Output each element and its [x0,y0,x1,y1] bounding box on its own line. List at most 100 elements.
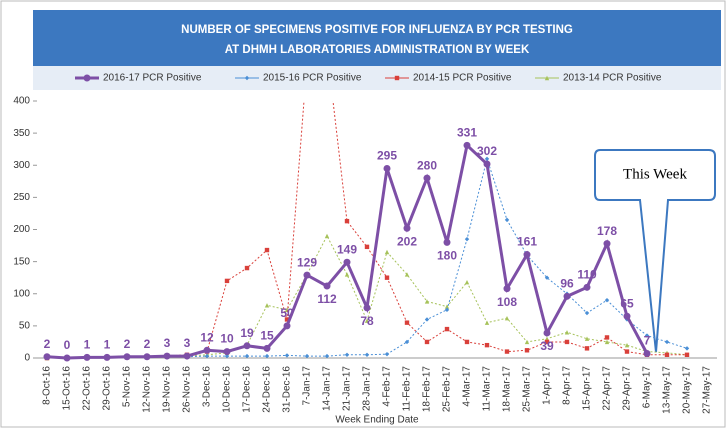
y-tick-label: 0 [24,353,30,364]
point [344,218,350,224]
point [204,353,210,359]
point [364,318,370,323]
data-label: 112 [317,292,337,306]
legend-marker [394,75,400,81]
point [304,353,310,359]
point [83,353,91,361]
point [244,353,250,359]
x-axis-label: Week Ending Date [335,415,419,426]
point [404,339,410,345]
point [324,353,330,359]
point [423,174,431,182]
point [383,164,391,172]
point [63,354,71,362]
y-tick-label: 50 [19,321,31,332]
legend-label: 2015-16 PCR Positive [263,73,362,84]
data-label: 2 [124,337,131,351]
point [643,350,651,358]
point [444,326,450,332]
data-label: 2 [44,337,51,351]
point [564,330,570,335]
x-tick-label: 29-Apr-17 [622,366,633,411]
point [384,275,390,280]
title-banner [33,10,721,66]
data-label: 3 [184,336,191,350]
point [524,339,530,345]
x-tick-label: 3-Dec-16 [202,366,213,408]
data-label: 65 [620,296,634,310]
point [424,339,430,345]
plot-area [43,101,690,362]
legend-marker [244,75,250,81]
y-tick-label: 400 [13,96,30,107]
legend-marker [83,74,91,82]
data-label: 295 [377,149,397,163]
x-tick-label: 18-Feb-17 [422,366,433,413]
x-tick-label: 5-Nov-16 [122,366,133,408]
chart-title: NUMBER OF SPECIMENS POSITIVE FOR INFLUEN… [181,24,573,36]
x-tick-label: 27-May-17 [702,366,713,414]
point [244,265,250,271]
point [123,353,131,361]
x-tick-label: 29-Oct-16 [102,366,113,411]
point [503,285,511,293]
data-label: 19 [240,326,254,340]
point [583,283,591,291]
point [264,303,270,308]
point [464,339,470,345]
x-tick-label: 7-Jan-17 [302,366,313,406]
x-tick-label: 12-Nov-16 [142,366,153,413]
data-label: 96 [560,276,574,290]
point [243,342,251,350]
data-label: 280 [417,158,437,172]
x-tick-label: 17-Dec-16 [242,366,253,413]
x-tick-label: 6-May-17 [642,366,653,409]
point [363,304,371,312]
point [483,160,491,168]
legend-label: 2016-17 PCR Positive [103,73,202,84]
point [604,335,610,340]
point [584,310,590,316]
x-tick-label: 14-Jan-17 [322,366,333,411]
x-tick-label: 13-May-17 [662,366,673,414]
data-label: 202 [397,234,417,248]
y-tick-label: 150 [13,256,30,267]
y-tick-label: 250 [13,192,30,203]
point [444,304,450,309]
x-tick-label: 11-Mar-17 [482,366,493,412]
point [644,333,650,338]
point [103,353,111,361]
point [544,275,550,280]
x-tick-label: 20-May-17 [682,366,693,414]
point [264,247,270,253]
point [523,251,531,259]
data-label: 7 [644,334,651,348]
point [604,339,610,345]
point [684,352,690,357]
y-tick-label: 200 [13,224,30,235]
data-label: 1 [104,338,111,352]
x-tick-label: 4-Feb-17 [382,366,393,407]
point [203,346,211,354]
point [343,258,351,266]
point [543,329,551,337]
data-label: 302 [477,144,497,158]
x-tick-label: 8-Oct-16 [42,366,53,405]
x-tick-label: 25-Feb-17 [442,366,453,413]
point [163,352,171,360]
data-label: 10 [220,332,234,346]
point [384,351,390,357]
point [263,344,271,352]
x-tick-label: 31-Dec-16 [282,366,293,413]
point [283,322,291,330]
x-tick-label: 25-Mar-17 [522,366,533,413]
x-tick-label: 4-Mar-17 [462,366,473,407]
point [484,156,490,162]
x-tick-label: 11-Feb-17 [402,366,413,412]
legend-label: 2013-14 PCR Positive [563,73,662,84]
point [464,236,470,242]
point [504,315,510,321]
point [264,353,270,359]
